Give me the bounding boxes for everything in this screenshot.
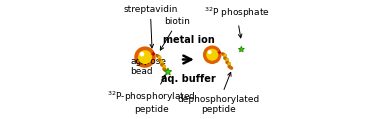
Circle shape bbox=[139, 52, 144, 57]
Text: $^{32}$P-phosphorylated
peptide: $^{32}$P-phosphorylated peptide bbox=[107, 75, 196, 114]
Circle shape bbox=[138, 50, 152, 64]
Ellipse shape bbox=[219, 53, 220, 54]
Text: dephosphorylated
peptide: dephosphorylated peptide bbox=[177, 72, 259, 114]
Ellipse shape bbox=[222, 53, 223, 54]
Ellipse shape bbox=[220, 52, 222, 53]
Text: agarose
bead: agarose bead bbox=[130, 57, 166, 76]
Ellipse shape bbox=[219, 50, 220, 52]
Ellipse shape bbox=[151, 53, 153, 55]
Circle shape bbox=[208, 50, 212, 54]
Ellipse shape bbox=[217, 52, 219, 53]
Circle shape bbox=[206, 49, 218, 61]
Circle shape bbox=[218, 51, 221, 54]
Circle shape bbox=[203, 45, 222, 64]
Circle shape bbox=[134, 46, 156, 68]
Polygon shape bbox=[164, 68, 172, 75]
Circle shape bbox=[152, 52, 155, 55]
Ellipse shape bbox=[156, 54, 157, 55]
Ellipse shape bbox=[154, 53, 156, 55]
Text: metal ion: metal ion bbox=[163, 35, 214, 45]
Text: biotin: biotin bbox=[160, 17, 191, 50]
Text: streptavidin: streptavidin bbox=[123, 5, 178, 48]
Text: aq. buffer: aq. buffer bbox=[161, 74, 216, 84]
Ellipse shape bbox=[153, 55, 154, 56]
Polygon shape bbox=[239, 46, 244, 52]
Text: $^{32}$P phosphate: $^{32}$P phosphate bbox=[204, 6, 270, 38]
Ellipse shape bbox=[153, 52, 154, 53]
